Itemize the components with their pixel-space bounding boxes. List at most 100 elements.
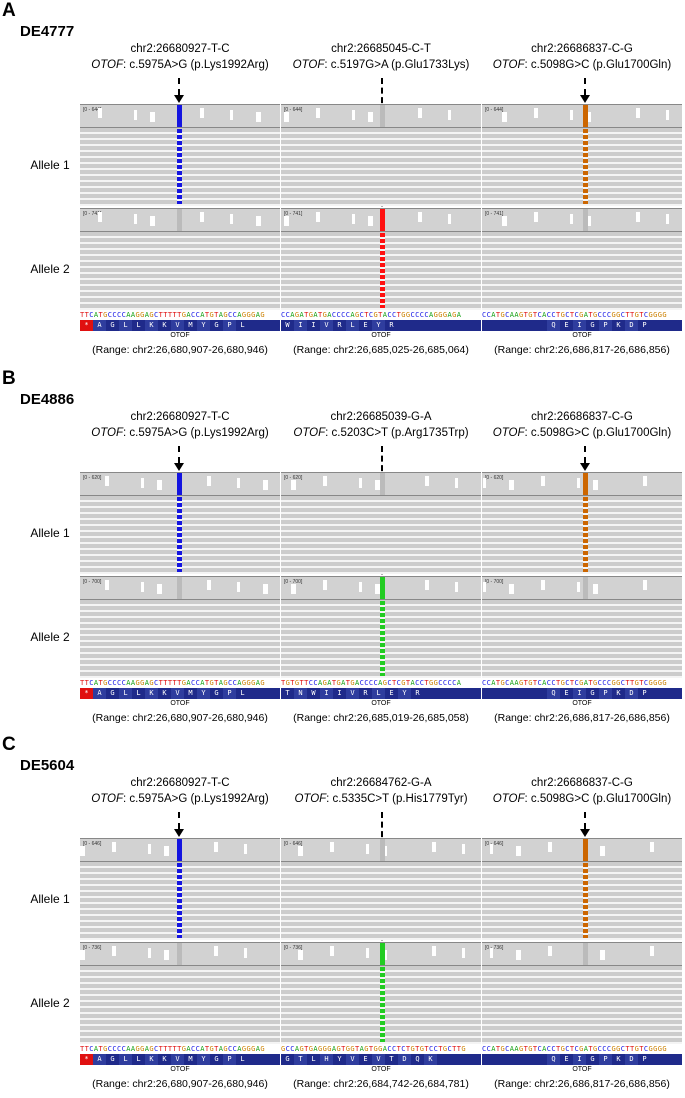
sequence-base: T [167,679,173,687]
gene-name: OTOF [294,793,327,805]
coverage-gap [577,478,580,488]
coverage-range-label: [0 - 741] [485,211,504,217]
amino-acid: P [642,689,647,697]
sequence-base: G [281,1045,286,1053]
sequence-base: C [410,311,416,319]
sequence-base: C [565,311,570,319]
coverage-gap [263,480,268,490]
sequence-base: T [456,1045,462,1053]
sequence-base: G [181,679,187,687]
reads-stack [482,966,682,1044]
range-label: (Range: chr2:26,680,907-26,680,946) [92,1078,268,1090]
coverage-gap [148,844,151,854]
coverage-gap [448,110,451,120]
sequence-base: C [546,311,552,319]
range-label: (Range: chr2:26,685,025-26,685,064) [293,344,469,356]
variant-reads [583,129,588,204]
sequence-base: A [237,679,242,687]
hgvs-change: : c.5098G>C (p.Glu1700Gln) [524,59,672,71]
coverage-gap [541,580,545,590]
alignment-track-allele-1: [0 - 620] [482,472,682,574]
sequence-base: C [285,1045,291,1053]
arrow-head [174,463,184,471]
amino-acid: L [119,320,132,331]
sequence-base: G [181,311,187,319]
sequence-base: G [350,1045,355,1053]
sequence-base: A [429,311,434,319]
sequence-base: C [89,1045,94,1053]
variant-coverage-bar [177,105,182,127]
sequence-base: G [322,311,328,319]
sequence-base: C [602,679,607,687]
coverage-gap [330,842,334,852]
sequence-base: G [318,1045,323,1053]
panel-a: A DE4777 Allele 1 Allele 2 chr2:26680927-T-C… [0,0,685,360]
reference-sequence: GCCAGTGAGGGAGTGGTAGTGGACCTCTGTGTCCTGCTTG [281,1045,481,1054]
coverage-gap [483,478,486,488]
reference-coverage-bar [583,943,588,965]
reference-coverage-bar [177,209,182,231]
reference-coverage-bar [583,209,588,231]
sequence-base: A [93,1045,99,1053]
coverage-gap [141,478,144,488]
variant-id: chr2:26680927-T-C [130,411,230,423]
sequence-base: G [401,311,406,319]
sequence-base: C [551,311,556,319]
sequence-base: G [209,1045,215,1053]
sequence-base: C [117,311,122,319]
reference-coverage-bar [177,943,182,965]
sequence-base: A [218,1045,224,1053]
sequence-base: A [341,679,346,687]
sequence-base: A [255,679,261,687]
reference-coverage-bar [380,105,385,127]
coverage-gap [237,582,240,592]
sequence-base: G [209,679,215,687]
sequence-base: A [200,311,205,319]
sequence-base: C [565,679,570,687]
variant-id: chr2:26680927-T-C [130,777,230,789]
reference-sequence: CCATGCAAGTGTCACCTGCTCGATGCCCGGCTTGTCGGGG [482,1045,682,1054]
coverage-range-label: [0 - 644] [284,107,303,113]
sequence-base: C [486,311,492,319]
sequence-base: G [662,679,667,687]
coverage-gap [593,584,598,594]
sequence-base: G [657,679,663,687]
sequence-base: G [299,1045,305,1053]
variant-header: chr2:26686837-C-G OTOF: c.5098G>C (p.Glu1… [482,775,682,807]
coverage-gap [425,580,429,590]
sequence-base: C [574,1045,580,1053]
sequence-base: G [519,679,524,687]
sequence-base: A [299,311,305,319]
sequence-base: G [410,1045,416,1053]
hgvs-change: : c.5098G>C (p.Glu1700Gln) [524,427,672,439]
amino-acid: M [188,1055,193,1063]
amino-acid: W [311,689,316,697]
sequence-base: T [452,1045,457,1053]
reference-sequence: TTCATGCCCCAAGGAGCTTTTTGACCATGTAGCCAGGGAG [80,679,280,688]
sequence-base: G [653,311,658,319]
sequence-base: T [98,679,104,687]
sequence-base: G [135,1045,141,1053]
sequence-base: G [593,311,598,319]
sequence-base: A [583,1045,589,1053]
coverage-gap [164,846,169,856]
amino-acid: Y [372,320,385,331]
sequence-base: T [299,679,305,687]
amino-acid: K [145,1054,158,1065]
sequence-base: G [500,679,506,687]
sequence-base: C [482,311,487,319]
sequence-base: A [509,311,515,319]
coverage-gap [200,108,204,118]
gene-name: OTOF [492,793,525,805]
sequence-base: C [546,1045,552,1053]
sequence-base: T [172,1045,178,1053]
sequence-base: C [228,1045,233,1053]
amino-acid: K [616,689,621,697]
range-label: (Range: chr2:26,685,019-26,685,058) [293,712,469,724]
sequence-base: A [382,311,388,319]
sequence-base: C [228,311,233,319]
sequence-base: T [532,679,538,687]
sequence-base: G [433,311,439,319]
coverage-gap [98,108,102,118]
sequence-base: T [588,1045,593,1053]
